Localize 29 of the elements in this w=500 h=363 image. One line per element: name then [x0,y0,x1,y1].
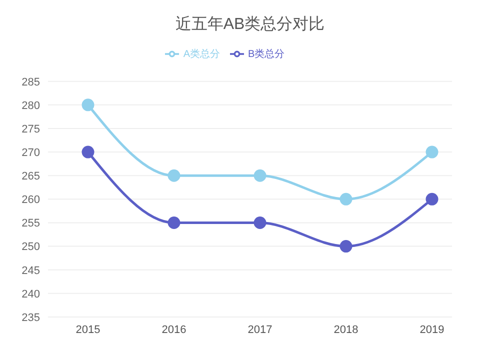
point [340,192,352,206]
legend-label: A类总分 [183,49,220,60]
y-tick-label: 285 [22,76,40,88]
legend-label: B类总分 [248,49,285,60]
x-tick-label: 2015 [76,324,100,336]
y-tick-label: 255 [22,218,40,230]
point [82,146,94,158]
y-tick-label: 265 [22,170,40,183]
y-tick-label: 250 [22,241,40,254]
point [426,192,438,206]
x-tick-label: 2016 [162,324,186,336]
y-tick-label: 260 [22,194,40,206]
point [168,216,180,229]
point [426,146,438,158]
y-tick-label: 240 [22,288,40,300]
point [82,98,94,112]
y-tick-label: 235 [22,312,40,324]
point [168,169,180,182]
y-tick-label: 245 [22,264,40,277]
y-tick-label: 280 [22,100,40,112]
chart-title: 近五年AB类总分对比 [174,14,326,35]
point [254,216,266,229]
point [254,169,266,182]
y-tick-label: 270 [22,146,40,159]
point [340,240,352,253]
y-tick-label: 275 [22,123,40,136]
x-tick-label: 2017 [248,324,272,336]
x-tick-label: 2018 [334,324,358,336]
x-tick-label: 2019 [420,324,444,336]
